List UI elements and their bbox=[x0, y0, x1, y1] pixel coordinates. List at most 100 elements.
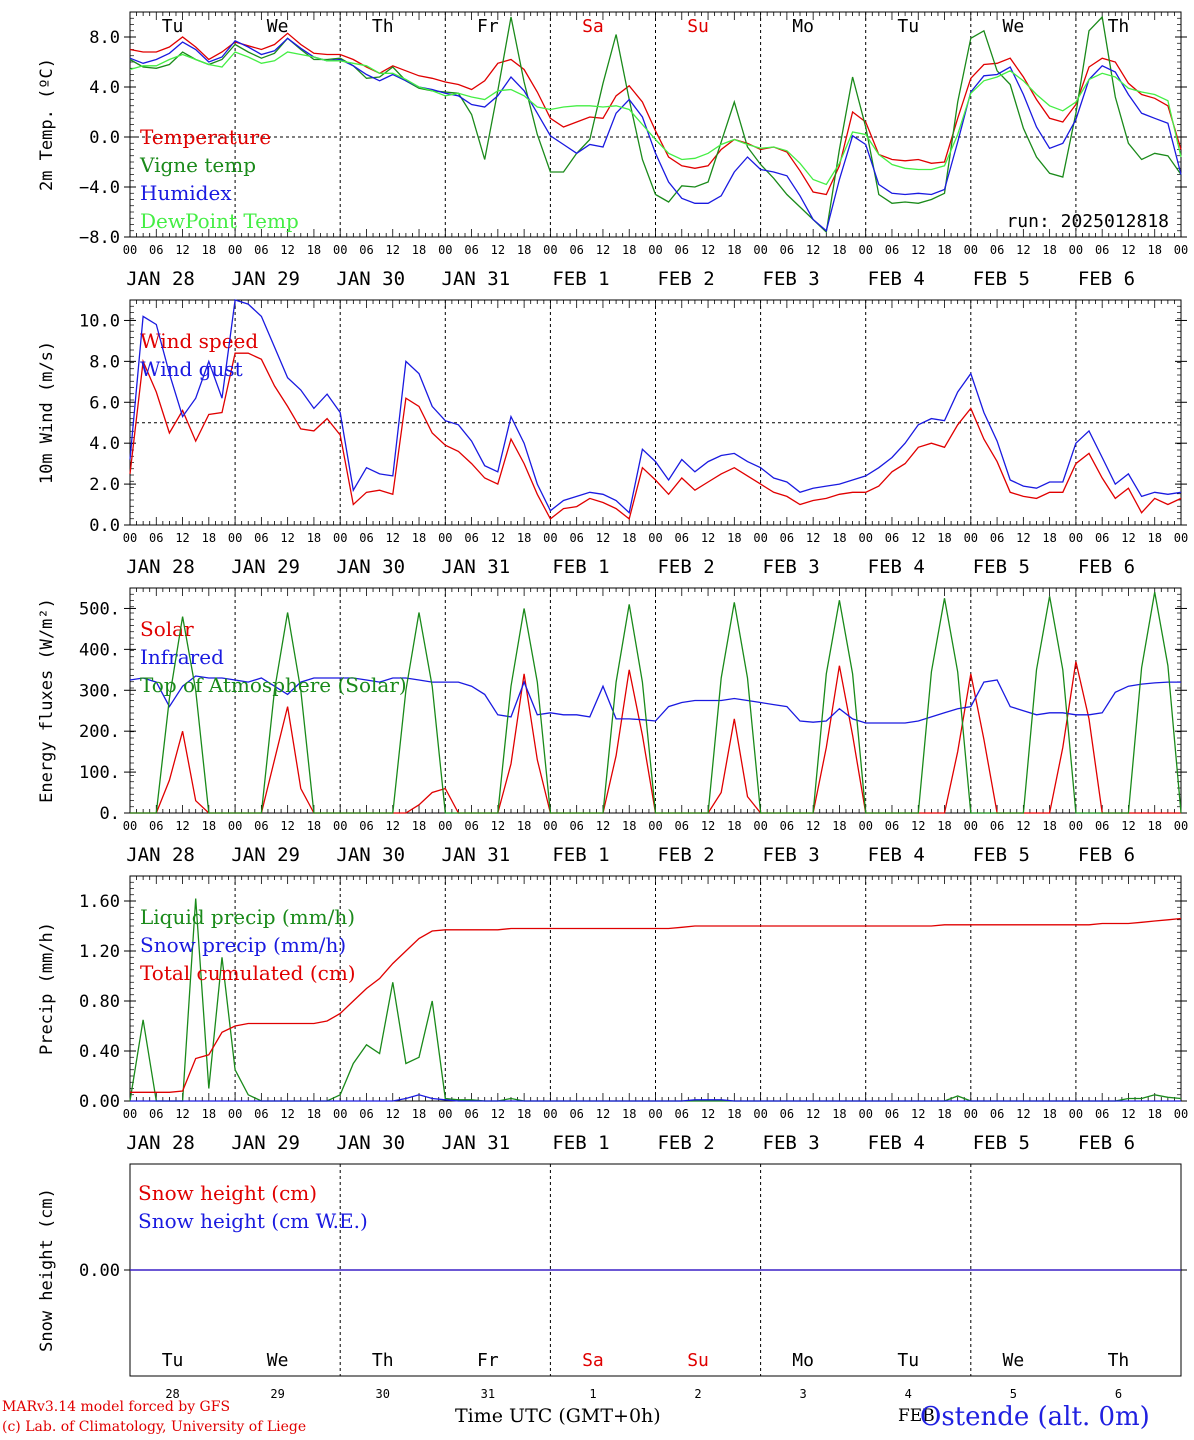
hour-tick-label: 06 bbox=[1095, 1107, 1109, 1121]
date-label: JAN 31 bbox=[442, 844, 511, 866]
hour-tick-label: 06 bbox=[885, 1107, 899, 1121]
hour-tick-label: 06 bbox=[464, 1107, 478, 1121]
series-line-snow-precip-mm-h- bbox=[130, 1094, 1181, 1102]
y-axis-label: 10m Wind (m/s) bbox=[37, 341, 57, 484]
legend-entry: Total cumulated (cm) bbox=[140, 961, 356, 985]
weekday-label: Tu bbox=[897, 16, 919, 37]
legend-entry: Snow height (cm) bbox=[138, 1181, 317, 1205]
hour-tick-label: 12 bbox=[175, 243, 189, 257]
date-label: FEB 4 bbox=[868, 268, 925, 290]
date-label: FEB 6 bbox=[1078, 844, 1135, 866]
day-number-label: 28 bbox=[165, 1387, 179, 1401]
hour-tick-label: 06 bbox=[780, 1107, 794, 1121]
hour-tick-label: 00 bbox=[123, 1107, 137, 1121]
weekday-label: Su bbox=[687, 1350, 709, 1371]
date-label: FEB 2 bbox=[657, 844, 714, 866]
hour-tick-label: 00 bbox=[123, 819, 137, 833]
y-axis-label: 2m Temp. (ºC) bbox=[37, 58, 57, 191]
date-label: JAN 31 bbox=[442, 556, 511, 578]
hour-tick-label: 12 bbox=[1016, 1107, 1030, 1121]
hour-tick-label: 12 bbox=[806, 1107, 820, 1121]
hour-tick-label: 00 bbox=[858, 243, 872, 257]
date-label: FEB 3 bbox=[763, 556, 820, 578]
hour-tick-label: 00 bbox=[964, 243, 978, 257]
panel-5: 0.00 Snow height (cm) Snow height (cm) Snow… bbox=[37, 1163, 1187, 1401]
hour-tick-label: 18 bbox=[937, 243, 951, 257]
date-label: FEB 5 bbox=[973, 268, 1030, 290]
y-axis-label: Snow height (cm) bbox=[37, 1188, 57, 1352]
hour-tick-label: 18 bbox=[1147, 819, 1161, 833]
legend-entry: Wind gust bbox=[140, 357, 243, 381]
y-tick-label: 8.0 bbox=[89, 28, 120, 48]
hour-tick-label: 00 bbox=[858, 1107, 872, 1121]
legend-entry: Snow precip (mm/h) bbox=[140, 933, 346, 957]
hour-tick-label: 12 bbox=[701, 819, 715, 833]
hour-tick-label: 18 bbox=[727, 243, 741, 257]
y-tick-label: 2.0 bbox=[89, 475, 120, 495]
date-label: FEB 4 bbox=[868, 556, 925, 578]
hour-tick-label: 00 bbox=[858, 819, 872, 833]
date-label: JAN 29 bbox=[231, 556, 300, 578]
hour-tick-label: 18 bbox=[517, 819, 531, 833]
date-label: JAN 29 bbox=[231, 844, 300, 866]
y-tick-label: 100. bbox=[79, 763, 120, 783]
hour-tick-label: 18 bbox=[517, 1107, 531, 1121]
hour-tick-label: 06 bbox=[254, 243, 268, 257]
hour-tick-label: 12 bbox=[491, 819, 505, 833]
series-line-humidex bbox=[129, 37, 1182, 232]
hour-tick-label: 00 bbox=[1174, 531, 1188, 545]
hour-tick-label: 06 bbox=[569, 1107, 583, 1121]
hour-tick-label: 12 bbox=[911, 819, 925, 833]
hour-tick-label: 18 bbox=[937, 1107, 951, 1121]
hour-tick-label: 00 bbox=[333, 531, 347, 545]
hour-tick-label: 06 bbox=[885, 531, 899, 545]
hour-tick-label: 06 bbox=[990, 1107, 1004, 1121]
hour-tick-label: 12 bbox=[386, 819, 400, 833]
hour-tick-label: 06 bbox=[254, 531, 268, 545]
weekday-label: We bbox=[267, 1350, 289, 1371]
date-label: FEB 3 bbox=[763, 844, 820, 866]
date-label: JAN 30 bbox=[336, 268, 405, 290]
y-tick-label: 400. bbox=[79, 640, 120, 660]
date-label: FEB 6 bbox=[1078, 556, 1135, 578]
hour-tick-label: 00 bbox=[543, 819, 557, 833]
hour-tick-label: 06 bbox=[1095, 819, 1109, 833]
hour-tick-label: 12 bbox=[911, 531, 925, 545]
day-number-label: 4 bbox=[905, 1387, 912, 1401]
hour-tick-label: 06 bbox=[359, 243, 373, 257]
weekday-label: Tu bbox=[162, 16, 184, 37]
hour-tick-label: 18 bbox=[727, 819, 741, 833]
date-label: FEB 6 bbox=[1078, 268, 1135, 290]
hour-tick-label: 00 bbox=[543, 243, 557, 257]
hour-tick-label: 18 bbox=[937, 531, 951, 545]
hour-tick-label: 12 bbox=[911, 1107, 925, 1121]
date-label: FEB 4 bbox=[868, 844, 925, 866]
weekday-label: Tu bbox=[162, 1350, 184, 1371]
hour-tick-label: 18 bbox=[727, 531, 741, 545]
y-tick-label: 300. bbox=[79, 681, 120, 701]
series-line-total-cumulated-cm- bbox=[130, 917, 1182, 1093]
date-label: FEB 6 bbox=[1078, 1132, 1135, 1154]
hour-tick-label: 18 bbox=[622, 819, 636, 833]
legend-entry: Snow height (cm W.E.) bbox=[138, 1209, 368, 1233]
date-label: FEB 2 bbox=[657, 556, 714, 578]
hour-tick-label: 18 bbox=[202, 531, 216, 545]
y-tick-label: 0. bbox=[100, 804, 120, 824]
hour-tick-label: 06 bbox=[569, 243, 583, 257]
hour-tick-label: 00 bbox=[1069, 531, 1083, 545]
weekday-label: Th bbox=[1108, 1350, 1130, 1371]
hour-tick-label: 18 bbox=[517, 243, 531, 257]
hour-tick-label: 00 bbox=[1069, 819, 1083, 833]
hour-tick-label: 06 bbox=[464, 531, 478, 545]
hour-tick-label: 00 bbox=[964, 819, 978, 833]
hour-tick-label: 00 bbox=[964, 531, 978, 545]
hour-tick-label: 18 bbox=[1042, 243, 1056, 257]
y-tick-label: −8.0 bbox=[79, 228, 120, 248]
legend-entry: Temperature bbox=[140, 125, 271, 149]
date-label: JAN 28 bbox=[126, 844, 195, 866]
series-line-temperature bbox=[129, 32, 1182, 196]
hour-tick-label: 12 bbox=[386, 531, 400, 545]
weekday-label: Th bbox=[372, 1350, 394, 1371]
hour-tick-label: 12 bbox=[386, 243, 400, 257]
